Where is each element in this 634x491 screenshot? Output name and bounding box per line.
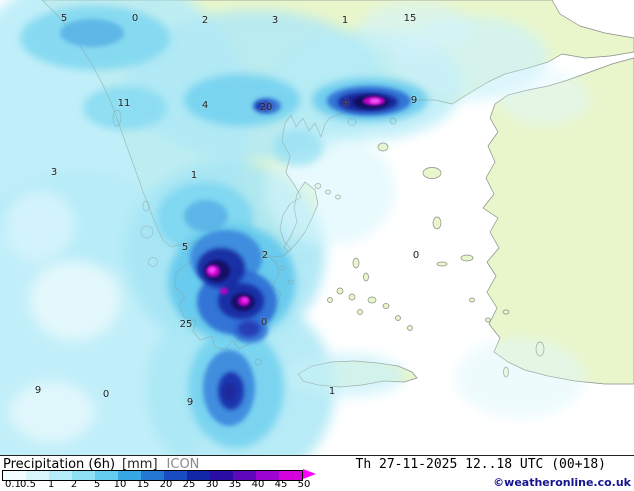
legend-tick: 40	[251, 479, 265, 490]
map-area: 5 0 2 3 1 15 11 4 20 4 9 3 1 5 2 0 25 0 9 0 9 1	[0, 0, 634, 455]
legend-segment	[3, 471, 26, 480]
legend-tick: 5	[93, 479, 101, 490]
legend-tick: 1	[47, 479, 55, 490]
legend-segment	[118, 471, 141, 480]
legend-ticks: 0.1 0.5 1 2 5 10 15 20 25 30 35 40 45 50	[2, 480, 332, 491]
legend-tick: 0.5	[20, 479, 36, 490]
legend-segment	[210, 471, 233, 480]
legend-segment	[279, 471, 302, 480]
map-value: 0	[131, 13, 139, 24]
map-value: 25	[179, 319, 193, 330]
legend-segment	[187, 471, 210, 480]
legend-tick: 2	[70, 479, 78, 490]
legend-segment	[164, 471, 187, 480]
legend-tick: 45	[274, 479, 288, 490]
map-value: 1	[328, 386, 336, 397]
map-value: 3	[271, 15, 279, 26]
legend-segment	[141, 471, 164, 480]
valid-time-label: Th 27-11-2025 12..18 UTC (00+18)	[355, 457, 606, 472]
legend-tick: 50	[297, 479, 311, 490]
map-value: 9	[410, 95, 418, 106]
legend-tick: 0.1	[5, 479, 21, 490]
legend-arrow	[303, 469, 316, 479]
legend-bar	[2, 470, 303, 481]
legend-segment	[233, 471, 256, 480]
map-value: 20	[259, 102, 273, 113]
map-value: 0	[412, 250, 420, 261]
map-canvas	[0, 0, 634, 455]
legend-tick: 30	[205, 479, 219, 490]
footer-bar: Precipitation (6h) [mm] ICON Th 27-11-2025…	[0, 455, 634, 490]
legend-tick: 10	[113, 479, 127, 490]
map-value: 3	[50, 167, 58, 178]
map-unit-label: [mm]	[122, 457, 158, 472]
legend-segment	[26, 471, 49, 480]
legend-tick: 20	[159, 479, 173, 490]
map-value: 0	[102, 389, 110, 400]
map-value: 4	[342, 98, 350, 109]
map-value: 9	[34, 385, 42, 396]
map-title: Precipitation (6h) [mm] ICON	[3, 457, 199, 472]
map-value: 0	[260, 317, 268, 328]
legend-segment	[256, 471, 279, 480]
map-title-text: Precipitation (6h)	[3, 457, 116, 472]
legend-segment	[72, 471, 95, 480]
legend-segment	[95, 471, 118, 480]
map-value: 11	[117, 98, 131, 109]
precip-magenta-layer	[206, 96, 385, 306]
map-value: 1	[190, 170, 198, 181]
map-value: 15	[403, 13, 417, 24]
map-value: 5	[60, 13, 68, 24]
copyright-link[interactable]: ©weatheronline.co.uk	[493, 476, 631, 489]
map-value: 2	[261, 250, 269, 261]
legend-tick: 25	[182, 479, 196, 490]
map-value: 5	[181, 242, 189, 253]
model-name-label: ICON	[166, 457, 200, 472]
map-value: 1	[341, 15, 349, 26]
legend-tick: 15	[136, 479, 150, 490]
legend-segment	[49, 471, 72, 480]
legend-tick: 35	[228, 479, 242, 490]
map-value: 4	[201, 100, 209, 111]
map-value: 9	[186, 397, 194, 408]
map-value: 2	[201, 15, 209, 26]
